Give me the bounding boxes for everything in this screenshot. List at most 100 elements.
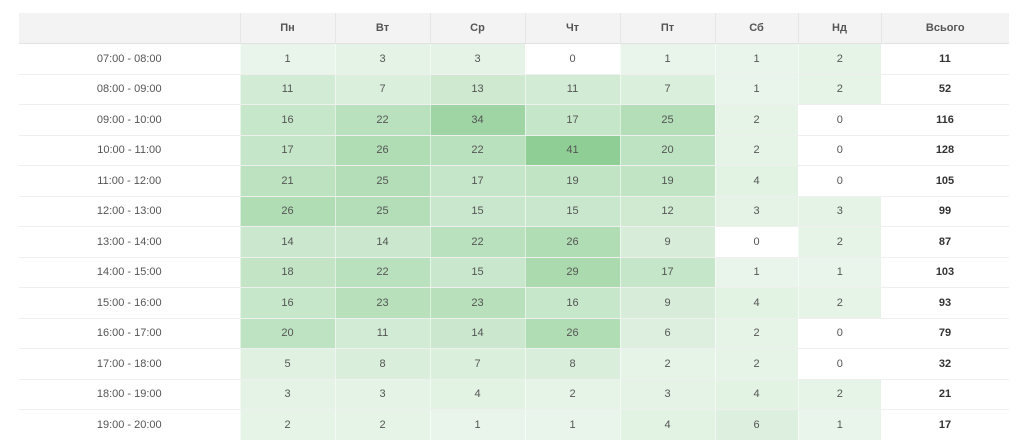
heat-cell: 18 [239, 257, 335, 288]
column-header: Пт [619, 13, 715, 44]
heat-cell: 1 [797, 257, 881, 288]
time-slot-label: 11:00 - 12:00 [19, 165, 240, 197]
heat-cell: 4 [714, 287, 798, 319]
heat-cell: 26 [239, 196, 335, 227]
heat-cell: 3 [797, 196, 881, 227]
row-total: 87 [881, 226, 1009, 258]
heat-cell: 20 [619, 135, 715, 166]
heat-cell: 17 [429, 165, 525, 197]
heat-cell: 2 [714, 135, 798, 166]
heat-cell: 0 [797, 165, 881, 197]
heat-cell: 2 [714, 318, 798, 349]
heat-cell: 26 [334, 135, 430, 166]
heat-cell: 23 [334, 287, 430, 319]
total-column-header: Всього [880, 13, 1009, 44]
table-row: 15:00 - 16:00 16 23 23 16 9 4 2 93 [19, 287, 1009, 319]
heat-cell: 2 [239, 409, 335, 440]
table-row: 12:00 - 13:00 26 25 15 15 12 3 3 99 [19, 196, 1009, 227]
row-total: 105 [881, 165, 1009, 197]
heat-cell: 34 [429, 104, 525, 136]
heat-cell: 4 [619, 409, 715, 440]
heat-cell: 1 [619, 43, 715, 75]
row-total: 93 [881, 287, 1009, 319]
heat-cell: 1 [714, 43, 798, 75]
column-header: Нд [797, 13, 881, 44]
heat-cell: 7 [429, 348, 525, 380]
heat-cell: 2 [797, 226, 881, 258]
heat-cell: 14 [334, 226, 430, 258]
row-total: 79 [881, 318, 1009, 349]
heat-cell: 22 [429, 135, 525, 166]
table-row: 14:00 - 15:00 18 22 15 29 17 1 1 103 [19, 257, 1009, 288]
heat-cell: 6 [619, 318, 715, 349]
time-slot-label: 10:00 - 11:00 [19, 135, 240, 166]
heat-cell: 7 [334, 74, 430, 105]
heat-cell: 23 [429, 287, 525, 319]
heat-cell: 3 [714, 196, 798, 227]
heat-cell: 0 [714, 226, 798, 258]
heat-cell: 8 [334, 348, 430, 380]
heat-cell: 2 [797, 379, 881, 410]
heat-cell: 11 [239, 74, 335, 105]
heat-cell: 3 [334, 379, 430, 410]
heat-cell: 2 [524, 379, 620, 410]
table-row: 17:00 - 18:00 5 8 7 8 2 2 0 32 [19, 348, 1009, 380]
heat-cell: 9 [619, 287, 715, 319]
heat-cell: 0 [797, 104, 881, 136]
heat-cell: 6 [714, 409, 798, 440]
heat-cell: 8 [524, 348, 620, 380]
time-slot-label: 12:00 - 13:00 [19, 196, 240, 227]
row-total: 11 [881, 43, 1009, 75]
heat-cell: 4 [429, 379, 525, 410]
heat-cell: 2 [797, 74, 881, 105]
heat-cell: 0 [524, 43, 620, 75]
heat-cell: 2 [797, 43, 881, 75]
row-total: 52 [881, 74, 1009, 105]
heat-cell: 22 [429, 226, 525, 258]
heat-cell: 0 [797, 348, 881, 380]
heat-cell: 3 [429, 43, 525, 75]
header-row: Пн Вт Ср Чт Пт Сб Нд Всього [19, 13, 1009, 44]
heat-cell: 3 [619, 379, 715, 410]
heat-cell: 25 [334, 165, 430, 197]
time-slot-label: 15:00 - 16:00 [19, 287, 240, 319]
time-slot-label: 13:00 - 14:00 [19, 226, 240, 258]
heat-cell: 11 [334, 318, 430, 349]
heatmap-body: 07:00 - 08:00 1 3 3 0 1 1 2 11 08:00 - 09:00 11 7 13… [19, 43, 1009, 440]
row-total: 116 [881, 104, 1009, 136]
heat-cell: 41 [524, 135, 620, 166]
heat-cell: 19 [619, 165, 715, 197]
table-row: 19:00 - 20:00 2 2 1 1 4 6 1 17 [19, 409, 1009, 440]
row-total: 21 [881, 379, 1009, 410]
heat-cell: 2 [714, 348, 798, 380]
heat-cell: 7 [619, 74, 715, 105]
table-row: 13:00 - 14:00 14 14 22 26 9 0 2 87 [19, 226, 1009, 258]
time-slot-label: 18:00 - 19:00 [19, 379, 240, 410]
heat-cell: 4 [714, 165, 798, 197]
heat-cell: 15 [524, 196, 620, 227]
table-row: 07:00 - 08:00 1 3 3 0 1 1 2 11 [19, 43, 1009, 75]
heat-cell: 1 [797, 409, 881, 440]
heat-cell: 2 [334, 409, 430, 440]
heat-cell: 26 [524, 226, 620, 258]
time-slot-label: 14:00 - 15:00 [19, 257, 240, 288]
heat-cell: 9 [619, 226, 715, 258]
heat-cell: 22 [334, 104, 430, 136]
column-header: Пн [239, 13, 335, 44]
heat-cell: 0 [797, 135, 881, 166]
heat-cell: 26 [524, 318, 620, 349]
heat-cell: 1 [714, 257, 798, 288]
heat-cell: 1 [239, 43, 335, 75]
heatmap-table: Пн Вт Ср Чт Пт Сб Нд Всього 07:00 - 08:00 1 3 3 0 1 1… [19, 13, 1009, 440]
heat-cell: 17 [239, 135, 335, 166]
table-row: 11:00 - 12:00 21 25 17 19 19 4 0 105 [19, 165, 1009, 197]
column-header: Чт [524, 13, 620, 44]
heat-cell: 14 [429, 318, 525, 349]
heat-cell: 2 [797, 287, 881, 319]
row-total: 128 [881, 135, 1009, 166]
time-slot-label: 17:00 - 18:00 [19, 348, 240, 380]
row-total: 17 [881, 409, 1009, 440]
heat-cell: 3 [239, 379, 335, 410]
heat-cell: 22 [334, 257, 430, 288]
heat-cell: 2 [714, 104, 798, 136]
